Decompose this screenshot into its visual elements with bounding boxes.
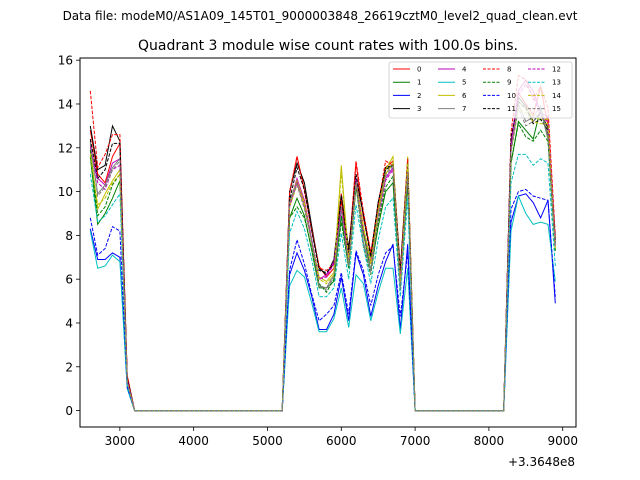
legend-label-3: 3 [417, 105, 421, 113]
y-tick-label: 2 [65, 360, 73, 374]
x-axis-ticks: 3000 4000 5000 6000 7000 8000 9000 [105, 427, 578, 448]
y-tick-label: 14 [58, 97, 73, 111]
x-tick-label: 7000 [400, 434, 431, 448]
legend-label-7: 7 [462, 105, 466, 113]
y-tick-label: 12 [58, 141, 73, 155]
legend-label-13: 13 [552, 79, 561, 87]
x-tick-label: 3000 [105, 434, 136, 448]
plot-frame [79, 57, 577, 428]
legend-label-6: 6 [462, 92, 467, 100]
y-tick-label: 6 [65, 273, 73, 287]
plot-area [80, 58, 576, 427]
x-tick-label: 6000 [326, 434, 357, 448]
legend-label-2: 2 [417, 92, 421, 100]
x-tick-label: 8000 [474, 434, 505, 448]
legend-label-11: 11 [507, 105, 516, 113]
legend-label-4: 4 [462, 66, 467, 74]
legend-label-14: 14 [552, 92, 561, 100]
x-tick-label: 4000 [178, 434, 209, 448]
figure-suptitle: Data file: modeM0/AS1A09_145T01_90000038… [63, 9, 578, 23]
legend-label-12: 12 [552, 66, 561, 74]
legend-label-9: 9 [507, 79, 511, 87]
y-tick-label: 4 [65, 316, 73, 330]
y-tick-label: 10 [58, 185, 73, 199]
y-tick-label: 16 [58, 54, 73, 68]
x-tick-label: 5000 [252, 434, 283, 448]
legend-box [388, 61, 573, 119]
series-line-15 [89, 106, 556, 412]
series-line-13 [89, 153, 556, 412]
y-axis-ticks: 0 2 4 6 8 10 12 14 16 [58, 54, 80, 418]
x-tick-label: 9000 [547, 434, 578, 448]
legend-label-8: 8 [507, 66, 511, 74]
legend-label-10: 10 [507, 92, 516, 100]
y-tick-label: 0 [65, 404, 73, 418]
legend-label-1: 1 [417, 79, 421, 87]
x-axis-offset-label: +3.3648e8 [508, 455, 575, 469]
series-lines [89, 74, 556, 412]
plot-axes: 3000 4000 5000 6000 7000 8000 9000 02468101214… [58, 54, 578, 469]
legend-label-5: 5 [462, 79, 466, 87]
legend-label-15: 15 [552, 105, 561, 113]
chart-title: Quadrant 3 module wise count rates with … [138, 38, 518, 54]
legend-label-0: 0 [417, 66, 421, 74]
y-tick-label: 8 [65, 229, 73, 243]
